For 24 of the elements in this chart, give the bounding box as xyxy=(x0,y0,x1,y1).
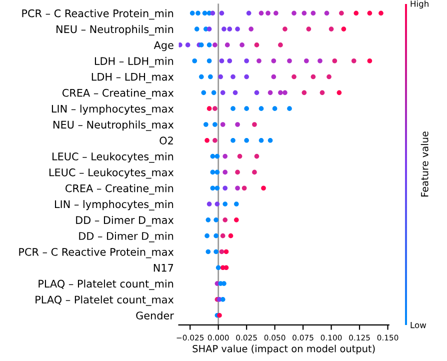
text: Low xyxy=(410,322,426,328)
text: High xyxy=(410,0,428,9)
color-bar-title: Feature value xyxy=(420,132,428,196)
y-tick-label: CREA – Creatine_min xyxy=(66,184,174,195)
y-tick-label: LEUC – Leukocytes_max xyxy=(49,168,174,179)
y-tick-label: O2 xyxy=(160,136,173,144)
y-tick-label: LDH – LDH_max xyxy=(92,72,174,84)
y-tick-label: N17 xyxy=(154,264,174,272)
y-tick-label: LEUC – Leukocytes_min xyxy=(52,152,174,163)
y-tick-label: DD – Dimer D_max xyxy=(76,216,174,226)
y-tick-label: PLAQ – Platelet count_min xyxy=(38,280,174,290)
x-axis-title: SHAP value (impact on model output) xyxy=(192,344,375,354)
y-tick-label: PCR – C Reactive Protein_max xyxy=(19,248,174,258)
y-tick-label: PLAQ – Platelet count_max xyxy=(36,295,174,306)
y-tick-label: LIN – lymphocytes_max xyxy=(52,104,174,115)
y-tick-label: Age xyxy=(154,41,174,52)
y-tick-label: Gender xyxy=(136,311,174,320)
y-tick-label: LDH – LDH_min xyxy=(94,56,174,68)
y-tick-label: DD – Dimer D_min xyxy=(79,232,174,242)
y-tick-label: PCR – C Reactive Protein_min xyxy=(22,9,174,20)
y-tick-label: NEU – Neutrophils_max xyxy=(53,120,174,131)
y-tick-label: LIN – lymphocytes_min xyxy=(55,200,174,210)
y-tick-label: CREA – Creatine_max xyxy=(62,88,174,100)
y-tick-label: NEU – Neutrophils_min xyxy=(56,25,174,36)
